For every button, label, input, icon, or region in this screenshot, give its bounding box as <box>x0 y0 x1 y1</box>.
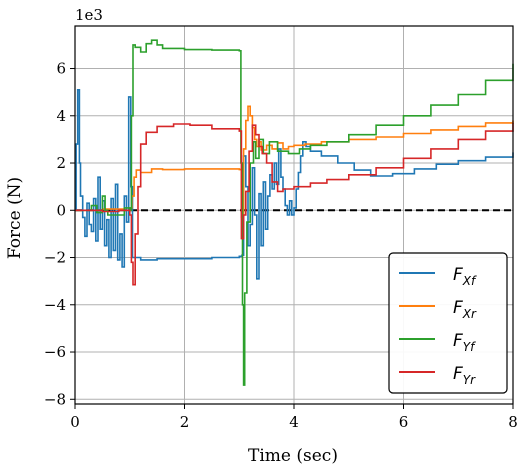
x-tick-label: 4 <box>289 413 299 431</box>
y-tick-label: 6 <box>56 60 66 78</box>
axis-ticks: 0 2 4 6 8 −8 −6 −4 −2 0 2 4 6 <box>44 60 518 431</box>
y-tick-label: −4 <box>44 296 66 314</box>
legend-label: FYr <box>453 364 476 387</box>
y-axis-label: Force (N) <box>5 177 25 259</box>
series-line-yr <box>75 122 514 286</box>
y-tick-label: 4 <box>56 107 66 125</box>
series-line-xf <box>75 89 514 280</box>
series-line-yf <box>75 39 514 386</box>
x-tick-label: 6 <box>399 413 409 431</box>
legend-label: FXr <box>453 298 477 321</box>
x-axis-label: Time (sec) <box>248 446 338 466</box>
legend-label: FYf <box>453 331 476 354</box>
legend: FXf FXr FYf FYr <box>388 252 508 394</box>
y-tick-label: 2 <box>56 154 66 172</box>
y-tick-label: −8 <box>44 390 66 408</box>
x-tick-label: 8 <box>508 413 518 431</box>
y-tick-label: −2 <box>44 249 66 267</box>
legend-label: FXf <box>453 265 477 288</box>
y-tick-label: −6 <box>44 343 66 361</box>
series-lines <box>75 39 514 386</box>
x-tick-label: 2 <box>180 413 190 431</box>
y-scale-label: 1e3 <box>75 6 103 24</box>
legend-box <box>388 252 508 394</box>
y-tick-label: 0 <box>56 201 66 219</box>
x-tick-label: 0 <box>70 413 80 431</box>
